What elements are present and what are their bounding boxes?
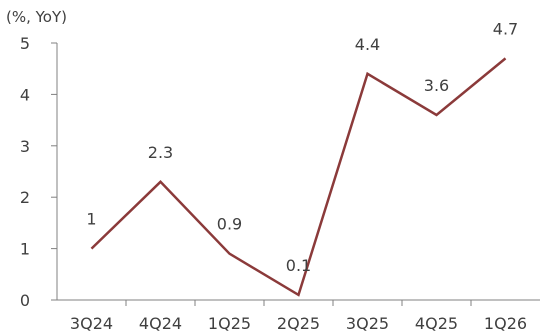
y-tick-label: 2	[20, 188, 30, 207]
data-label: 1	[86, 210, 96, 229]
data-label: 0.1	[286, 256, 311, 275]
x-tick-label: 1Q25	[208, 314, 251, 333]
y-tick-label: 1	[20, 240, 30, 259]
data-label: 3.6	[424, 76, 449, 95]
axes: 0 1 2 3 4 5 3Q24 4Q24 1Q25 2Q25 3Q25 4Q25 1Q26	[20, 34, 540, 333]
data-labels: 1 2.3 0.9 0.1 4.4 3.6 4.7	[86, 19, 518, 274]
y-tick-label: 4	[20, 85, 30, 104]
data-label: 0.9	[217, 215, 242, 234]
x-tick-label: 2Q25	[277, 314, 320, 333]
series-line	[90, 57, 507, 297]
x-tick-label: 1Q26	[484, 314, 527, 333]
y-tick-label: 3	[20, 137, 30, 156]
x-tick-label: 3Q24	[70, 314, 113, 333]
data-label: 4.4	[355, 35, 380, 54]
x-tick-label: 3Q25	[346, 314, 389, 333]
y-tick-label: 5	[20, 34, 30, 53]
data-label: 2.3	[148, 143, 173, 162]
x-tick-label: 4Q25	[415, 314, 458, 333]
x-tick-label: 4Q24	[139, 314, 182, 333]
data-label: 4.7	[493, 19, 518, 38]
y-axis-unit-label: (%, YoY)	[6, 8, 67, 26]
y-tick-label: 0	[20, 291, 30, 310]
